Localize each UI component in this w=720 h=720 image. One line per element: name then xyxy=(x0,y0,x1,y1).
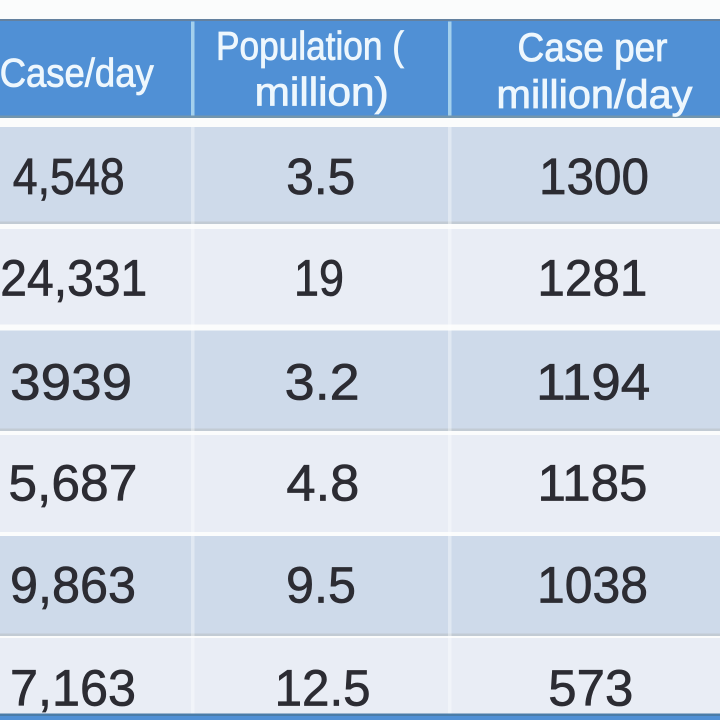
svg-text:1281: 1281 xyxy=(537,250,647,307)
svg-text:573: 573 xyxy=(548,660,633,717)
svg-text:million/day: million/day xyxy=(496,73,692,117)
svg-text:1185: 1185 xyxy=(538,455,648,512)
svg-text:19: 19 xyxy=(294,250,344,307)
svg-text:3.5: 3.5 xyxy=(286,148,355,205)
svg-text:3939: 3939 xyxy=(10,354,132,411)
svg-text:12.5: 12.5 xyxy=(275,660,371,717)
svg-text:1194: 1194 xyxy=(536,354,650,411)
svg-text:Case per: Case per xyxy=(518,26,668,70)
svg-text:7,163: 7,163 xyxy=(10,660,136,717)
svg-text:9.5: 9.5 xyxy=(286,557,356,614)
svg-text:5,687: 5,687 xyxy=(8,455,137,512)
svg-text:9,863: 9,863 xyxy=(10,557,136,614)
svg-text:24,331: 24,331 xyxy=(0,250,147,307)
svg-text:million): million) xyxy=(255,71,389,115)
svg-text:4.8: 4.8 xyxy=(286,455,359,512)
svg-text:3.2: 3.2 xyxy=(285,354,360,411)
svg-text:4,548: 4,548 xyxy=(13,148,125,205)
svg-text:Population (: Population ( xyxy=(216,25,405,69)
svg-text:1038: 1038 xyxy=(537,557,648,614)
svg-text:1300: 1300 xyxy=(539,148,649,205)
svg-text:Case/day: Case/day xyxy=(0,52,154,96)
